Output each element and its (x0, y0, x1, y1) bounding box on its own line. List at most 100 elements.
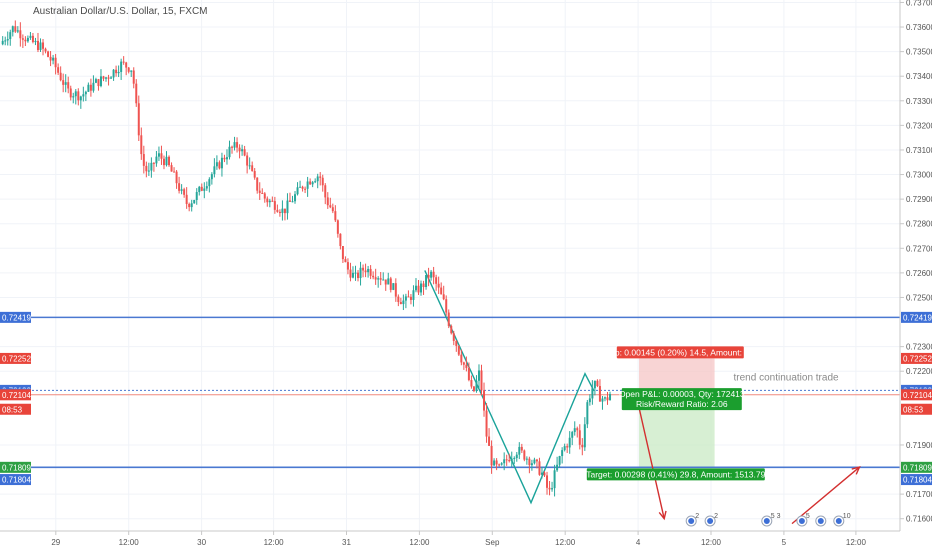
candle-body (246, 155, 249, 166)
candle-body (392, 283, 395, 290)
candle-body (72, 96, 75, 98)
candle-body (414, 285, 417, 291)
candle-body (205, 186, 208, 189)
long-short-position[interactable] (639, 358, 715, 468)
candle-body (258, 190, 261, 193)
price-tag (901, 389, 932, 401)
candle-body (231, 146, 234, 148)
candle-body (367, 268, 370, 273)
candle-body (477, 370, 480, 381)
candle-body (306, 181, 309, 189)
pattern-lines[interactable] (424, 270, 595, 505)
candle-body (379, 278, 382, 280)
candle-body (140, 135, 143, 155)
candle-body (9, 32, 12, 40)
candle-body (513, 458, 516, 460)
price-axis-area[interactable] (900, 0, 932, 550)
candle-body (329, 205, 332, 208)
candle-body (528, 458, 531, 466)
annotation-text[interactable]: trend continuation trade (734, 373, 840, 384)
price-tag-label: 0.71804 (903, 476, 932, 485)
candle-body (344, 259, 347, 263)
candle-body (97, 79, 100, 87)
arrow-line[interactable] (636, 399, 665, 519)
candle-body (339, 233, 342, 247)
price-tag (901, 352, 932, 364)
economic-events[interactable]: 2 2 5 3 5 10 (685, 513, 851, 527)
candle-body (105, 77, 108, 79)
candle-body (384, 279, 387, 285)
time-tick-label: 12:00 (555, 538, 576, 547)
time-axis-area[interactable] (0, 531, 900, 550)
time-tick-label: 4 (636, 538, 641, 547)
candle-body (16, 30, 19, 32)
candle-body (115, 69, 118, 74)
candle-body (540, 472, 543, 475)
candle-body (271, 200, 274, 202)
arrow-head[interactable] (851, 466, 861, 475)
candle-body (84, 91, 87, 95)
candle-body (596, 380, 599, 387)
candle-body (137, 103, 140, 136)
candle-body (233, 142, 236, 148)
candle-body (152, 162, 155, 164)
price-tick-label: 0.71600 (906, 515, 932, 524)
candle-body (588, 398, 591, 403)
candle-body (475, 380, 478, 392)
candle-body (102, 76, 105, 79)
candle-body (162, 158, 165, 166)
candle-body (130, 70, 133, 72)
candle-body (220, 157, 223, 169)
time-tick-label: 31 (342, 538, 351, 547)
price-tag-left (0, 461, 31, 473)
arrow-head[interactable] (658, 510, 667, 521)
horizontal-lines[interactable] (0, 316, 900, 469)
candle-body (94, 79, 97, 83)
event-flag-dot (817, 518, 824, 524)
time-tick-label: 5 (782, 538, 787, 547)
candle-body (472, 386, 475, 392)
candle-body (518, 446, 521, 455)
candle-body (568, 437, 571, 448)
candle-body (21, 38, 24, 40)
candle-body (170, 165, 173, 172)
candle-body (530, 463, 533, 466)
candle-body (261, 192, 264, 194)
candle-body (183, 189, 186, 195)
candle-body (372, 275, 375, 278)
candle-body (485, 410, 488, 437)
candle-body (291, 201, 294, 203)
candle-body (452, 333, 455, 341)
candle-body (127, 67, 130, 72)
candle-body (533, 459, 536, 464)
event-count: 2 (714, 513, 718, 520)
candle-body (583, 424, 586, 448)
candle-body (286, 200, 289, 214)
price-tag-label: 0.71809 (903, 463, 932, 472)
candle-body (39, 42, 42, 50)
candle-body (47, 51, 50, 57)
arrows[interactable]: trend continuation trade (636, 373, 861, 525)
time-tick-label: Sep (485, 538, 500, 547)
candle-body (273, 201, 276, 210)
candle-body (601, 398, 604, 402)
candle-body (525, 458, 528, 460)
candle-body (173, 171, 176, 173)
candle-body (573, 428, 576, 433)
pattern-line[interactable] (424, 270, 595, 505)
pnl-label-text: Risk/Reward Ratio: 2.06 (636, 399, 728, 409)
candle-body (450, 325, 453, 334)
candle-body (142, 154, 145, 166)
candle-body (155, 156, 158, 164)
candle-body (243, 149, 246, 156)
candle-body (311, 182, 314, 185)
candle-body (488, 436, 491, 446)
arrow-line[interactable] (791, 466, 860, 525)
